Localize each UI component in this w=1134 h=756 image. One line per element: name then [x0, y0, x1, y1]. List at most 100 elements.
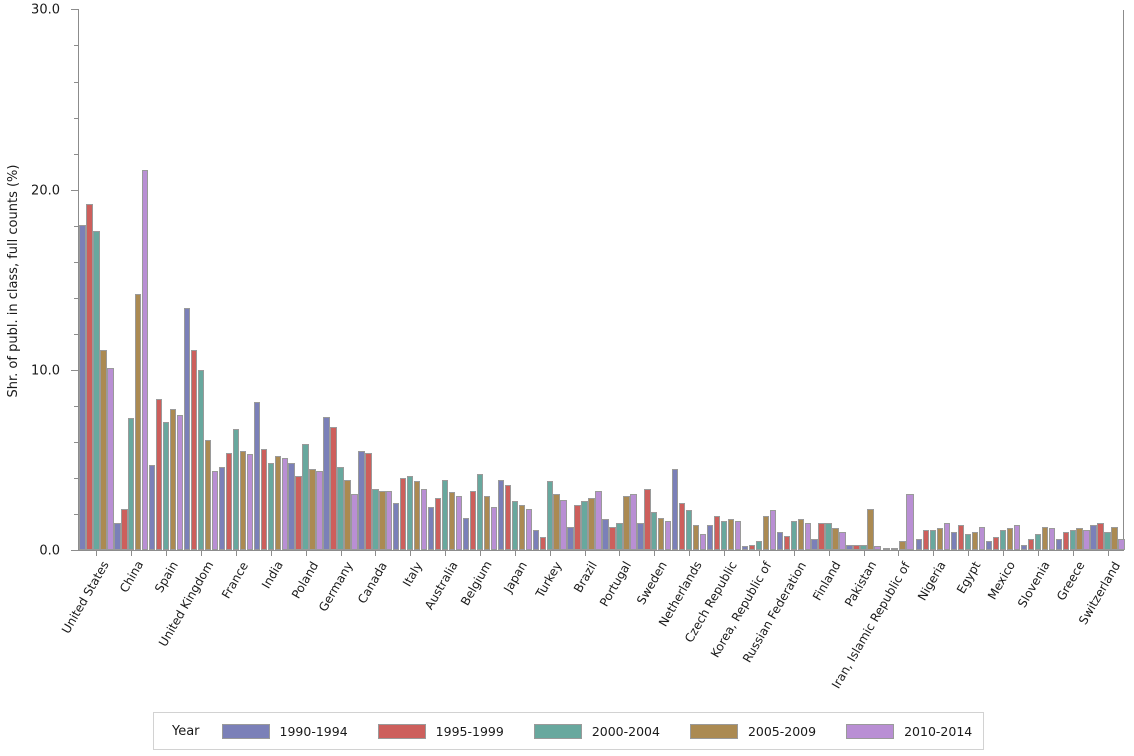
legend-label: 1990-1994: [279, 723, 348, 739]
legend-swatch: [533, 723, 582, 739]
bar: [658, 517, 665, 550]
bar: [811, 539, 818, 550]
bar: [769, 510, 776, 550]
bar: [923, 530, 930, 550]
bar: [225, 452, 233, 550]
x-axis-tick: [1002, 550, 1004, 556]
x-axis-tick-label: Mexico: [984, 559, 1019, 603]
bar: [295, 476, 302, 550]
y-axis-minor-tick: [74, 406, 79, 408]
bar: [1055, 539, 1062, 550]
x-axis-tick: [898, 550, 900, 556]
bar-group: [950, 10, 986, 550]
bar: [890, 548, 899, 550]
x-axis-tick: [863, 550, 865, 556]
bar: [218, 467, 226, 550]
bar: [525, 508, 532, 550]
bar: [623, 495, 630, 550]
x-axis-tick: [793, 550, 795, 556]
x-axis-tick: [375, 550, 377, 556]
x-axis-tick-label: Slovenia: [1015, 558, 1053, 611]
legend-entry[interactable]: 1995-1999: [377, 723, 504, 739]
bar: [783, 535, 790, 550]
bar: [560, 499, 567, 550]
y-axis-minor-tick: [74, 478, 79, 480]
bar: [518, 504, 525, 550]
x-axis-tick-label: Russian Federation: [739, 559, 809, 665]
legend-entry[interactable]: 2000-2004: [533, 723, 660, 739]
bar: [476, 474, 484, 550]
bar: [393, 503, 400, 550]
y-axis-tick: 20.0: [31, 183, 79, 198]
bar: [302, 443, 309, 550]
bar: [135, 293, 142, 550]
bar: [462, 517, 470, 550]
bar: [637, 522, 644, 550]
bar: [906, 494, 914, 550]
bar: [1111, 526, 1118, 550]
bar: [483, 495, 491, 550]
bar: [602, 519, 609, 550]
x-axis-tick: [96, 550, 98, 556]
bar: [999, 530, 1007, 550]
bar: [455, 495, 463, 550]
bar-group: [323, 10, 358, 550]
legend-swatch: [221, 723, 270, 739]
bar: [79, 225, 86, 550]
bar: [427, 506, 435, 550]
legend-entry[interactable]: 2010-2014: [846, 723, 972, 739]
bar: [762, 515, 770, 550]
bar: [846, 544, 853, 550]
bar: [755, 540, 763, 550]
x-axis-tick: [131, 550, 133, 556]
bar: [100, 349, 107, 550]
bar: [190, 349, 198, 550]
bar-group: [183, 10, 219, 550]
bar: [351, 494, 358, 550]
bar: [964, 533, 972, 550]
x-axis-tick: [758, 550, 760, 556]
bar: [197, 369, 205, 550]
bar: [448, 492, 456, 550]
x-axis-tick-label: Finland: [810, 559, 844, 604]
bar: [114, 522, 121, 550]
bar: [211, 470, 219, 550]
bar-group: [881, 10, 916, 550]
bar: [183, 308, 191, 550]
x-axis-tick-label: Greece: [1054, 559, 1088, 604]
x-axis-tick: [445, 550, 447, 556]
bar: [246, 454, 253, 550]
x-axis-tick-label: Spain: [152, 559, 182, 596]
bar: [630, 494, 637, 550]
bar: [616, 522, 623, 550]
bar-group: [1055, 10, 1090, 550]
bar-group: [706, 10, 742, 550]
bar: [883, 548, 891, 550]
bar: [288, 463, 295, 550]
bar: [992, 537, 1000, 550]
x-axis-tick-label: Sweden: [633, 558, 670, 607]
bar: [1062, 531, 1069, 550]
y-axis-title: Shr. of publ. in class, full counts (%): [6, 164, 21, 398]
y-axis-tick-label: 30.0: [31, 2, 60, 18]
legend-label: 2005-2009: [747, 723, 817, 739]
bar: [797, 519, 804, 550]
legend-entry[interactable]: 1990-1994: [221, 723, 348, 739]
x-axis-tick: [549, 550, 551, 556]
chart-legend: Year 1990-1994 1995-1999 2000-2004 2005-200…: [153, 712, 984, 750]
legend-entry[interactable]: 2005-2009: [689, 723, 817, 739]
x-axis-tick-label: Portugal: [597, 559, 635, 610]
bar: [574, 504, 581, 550]
bar: [818, 522, 825, 550]
legend-label: 2000-2004: [591, 723, 660, 739]
x-axis-tick: [1037, 550, 1039, 556]
bar: [162, 421, 170, 550]
bar: [434, 497, 442, 550]
bar-group: [602, 10, 637, 550]
bar-group: [985, 10, 1021, 550]
x-axis-tick: [689, 550, 691, 556]
x-axis-tick-label: Canada: [355, 559, 391, 606]
bar-group: [497, 10, 532, 550]
bar: [588, 497, 595, 550]
